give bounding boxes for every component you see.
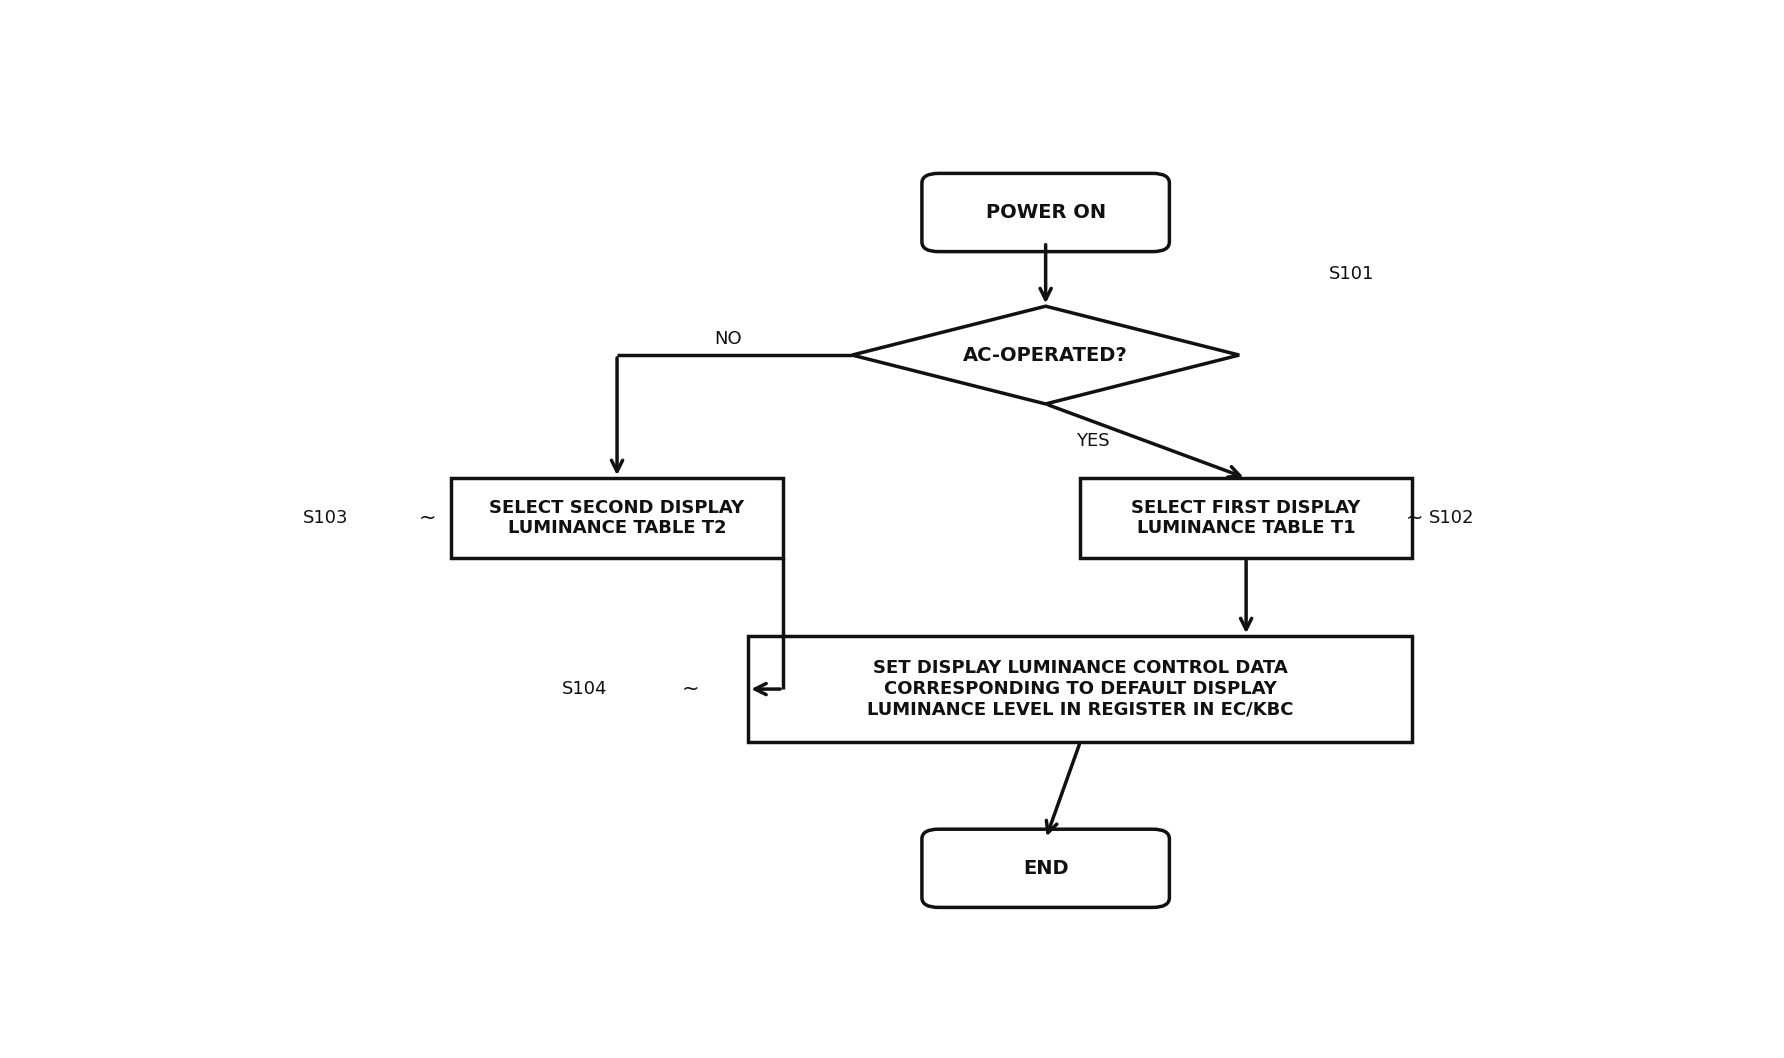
Text: S103: S103: [303, 509, 348, 527]
Text: SET DISPLAY LUMINANCE CONTROL DATA
CORRESPONDING TO DEFAULT DISPLAY
LUMINANCE LE: SET DISPLAY LUMINANCE CONTROL DATA CORRE…: [867, 659, 1293, 718]
Bar: [451, 478, 783, 558]
Bar: [749, 636, 1413, 742]
Text: END: END: [1022, 859, 1069, 878]
Text: AC-OPERATED?: AC-OPERATED?: [963, 346, 1127, 365]
Text: YES: YES: [1076, 432, 1110, 450]
FancyBboxPatch shape: [922, 174, 1169, 252]
Text: ~: ~: [1406, 508, 1424, 528]
Text: SELECT FIRST DISPLAY
LUMINANCE TABLE T1: SELECT FIRST DISPLAY LUMINANCE TABLE T1: [1131, 498, 1361, 537]
Polygon shape: [853, 306, 1240, 404]
Text: S102: S102: [1429, 509, 1474, 527]
Bar: [1081, 478, 1413, 558]
Text: S104: S104: [562, 680, 607, 698]
Text: SELECT SECOND DISPLAY
LUMINANCE TABLE T2: SELECT SECOND DISPLAY LUMINANCE TABLE T2: [489, 498, 744, 537]
Text: ~: ~: [681, 679, 699, 699]
Text: ~: ~: [419, 508, 437, 528]
Text: NO: NO: [714, 330, 742, 348]
Text: POWER ON: POWER ON: [985, 203, 1106, 222]
FancyBboxPatch shape: [922, 829, 1169, 908]
Text: S101: S101: [1329, 264, 1374, 282]
